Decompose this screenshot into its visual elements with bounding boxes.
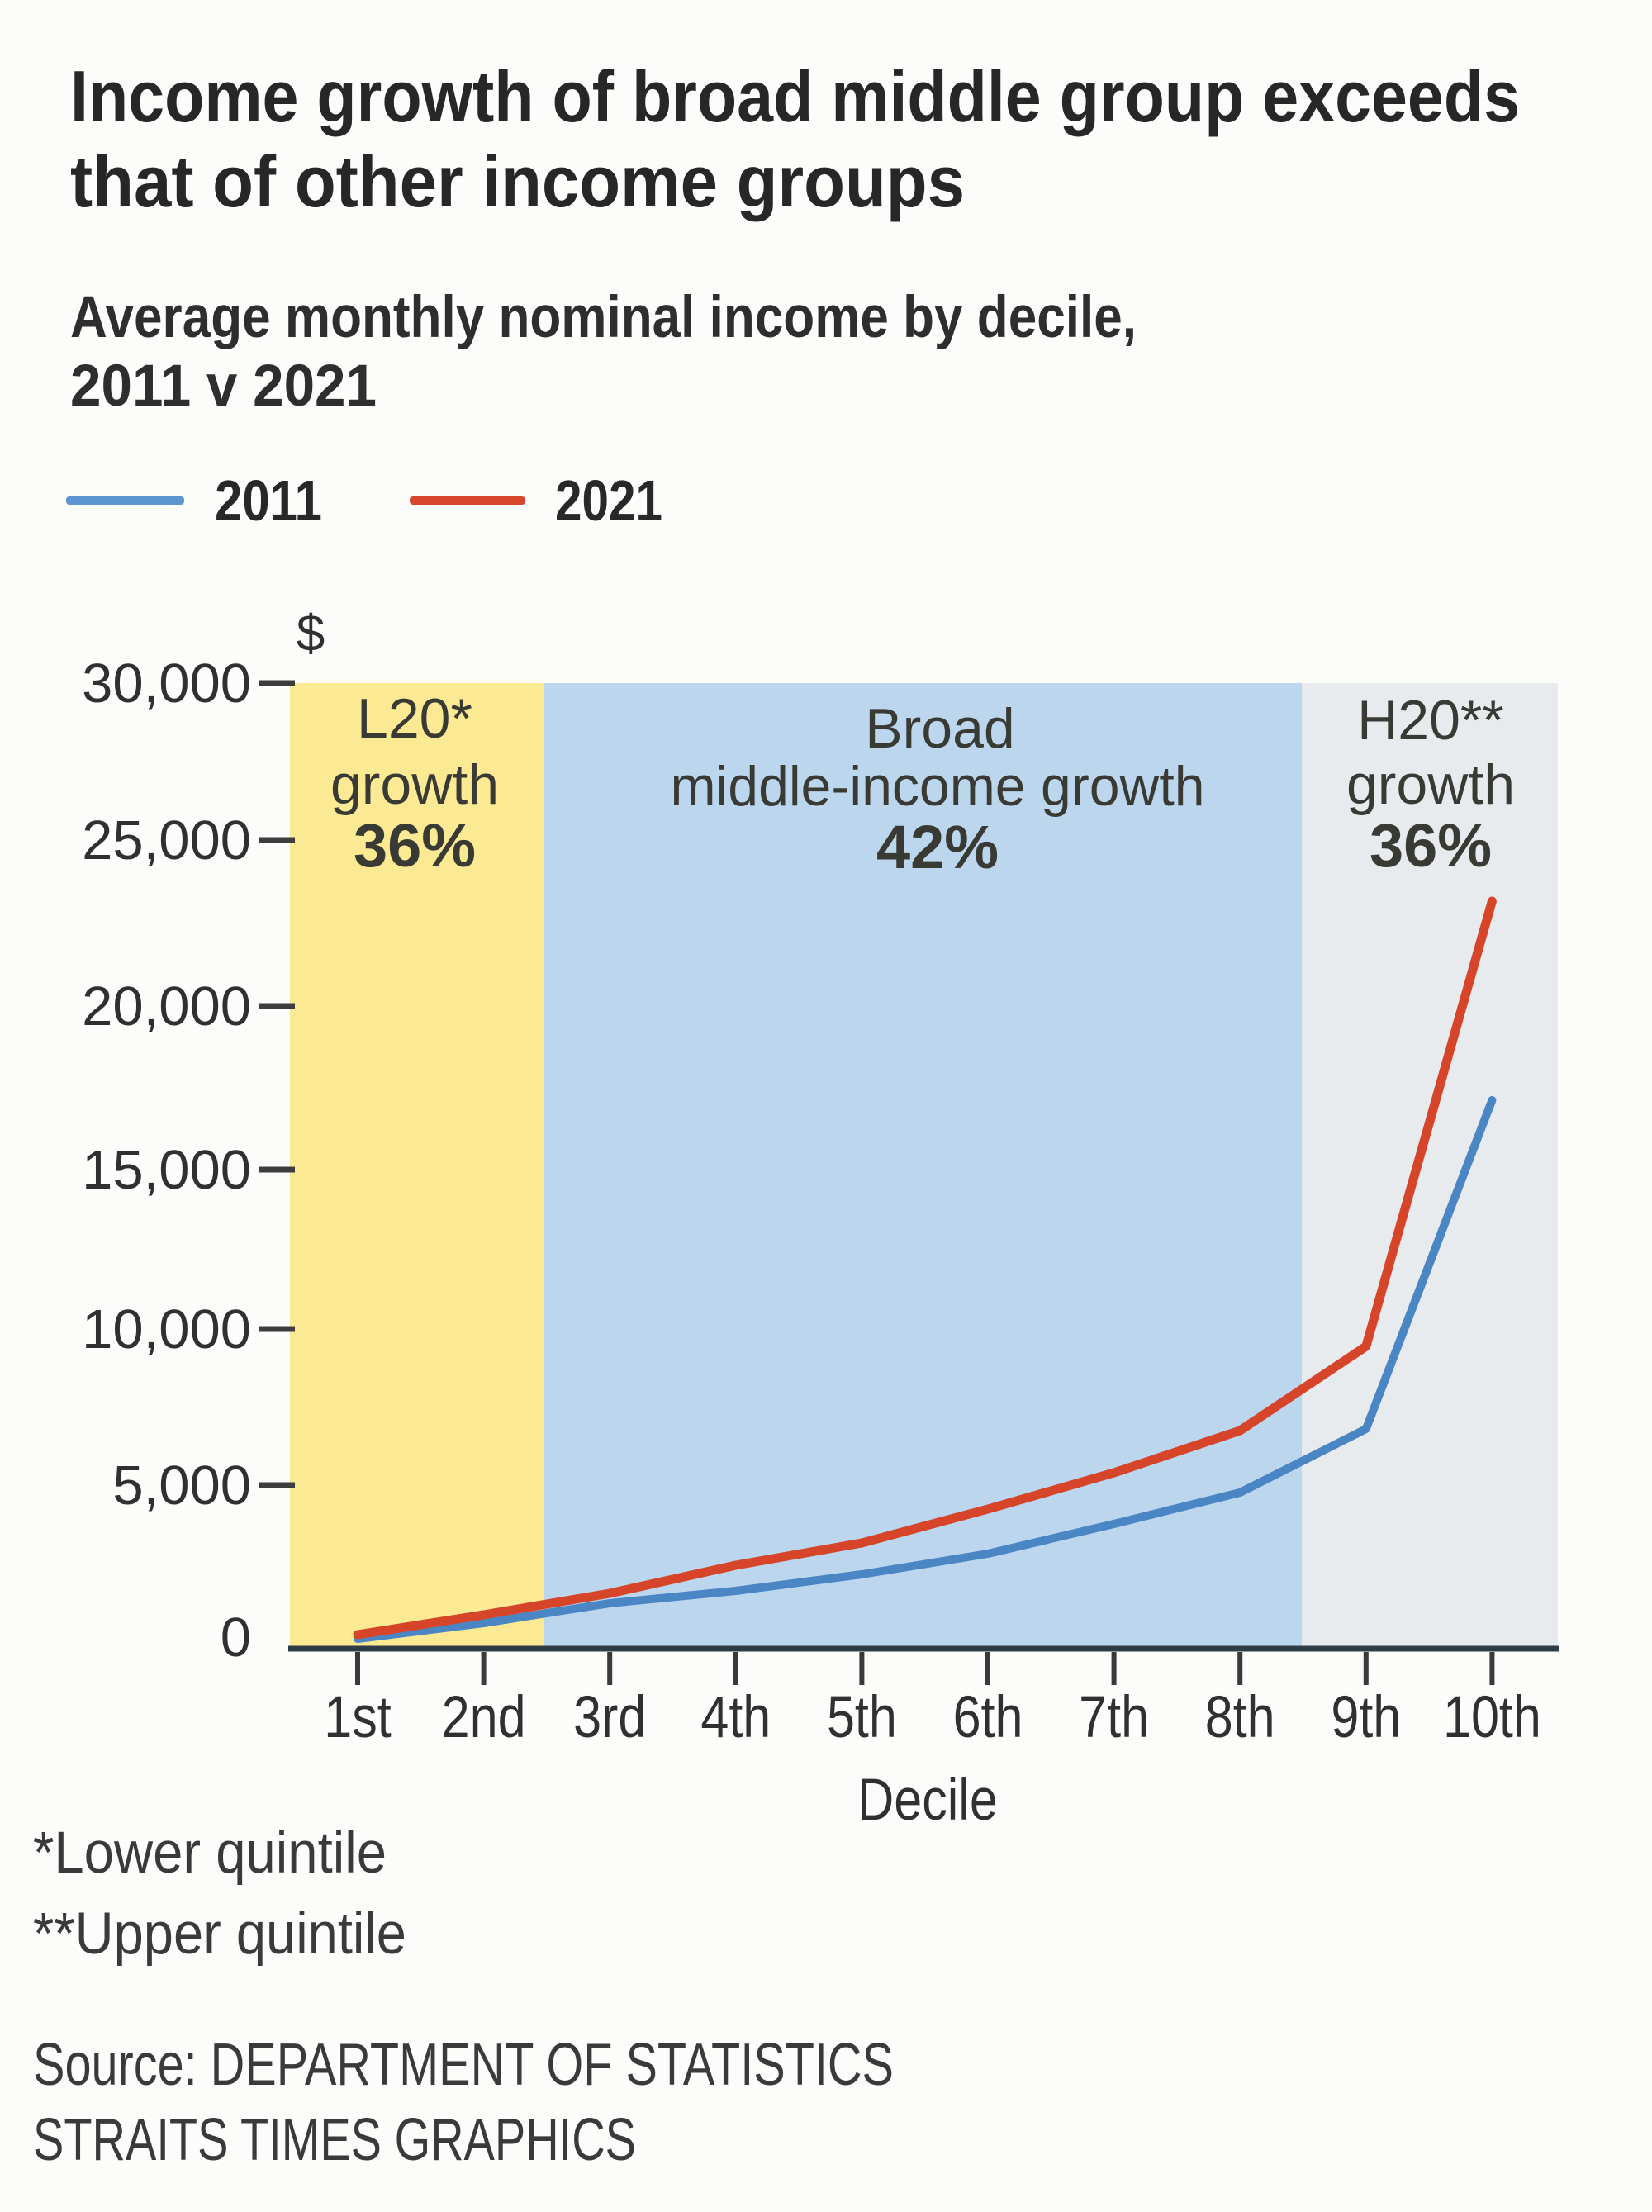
svg-text:5th: 5th (827, 1685, 897, 1750)
svg-text:$: $ (297, 605, 325, 662)
svg-text:9th: 9th (1331, 1685, 1401, 1750)
svg-text:H20**: H20** (1357, 689, 1504, 752)
svg-text:Decile: Decile (857, 1768, 998, 1833)
svg-text:42%: 42% (876, 813, 999, 881)
svg-text:2021: 2021 (555, 468, 662, 533)
svg-text:Source: DEPARTMENT OF STATISTI: Source: DEPARTMENT OF STATISTICS (33, 2032, 894, 2098)
svg-text:growth: growth (330, 753, 499, 816)
svg-text:2nd: 2nd (442, 1685, 526, 1750)
svg-text:25,000: 25,000 (82, 809, 251, 871)
svg-text:10,000: 10,000 (82, 1298, 251, 1360)
svg-text:L20*: L20* (357, 687, 472, 750)
svg-text:7th: 7th (1079, 1685, 1149, 1750)
svg-text:2011 v 2021: 2011 v 2021 (70, 354, 377, 419)
svg-text:**Upper quintile: **Upper quintile (33, 1901, 406, 1967)
svg-text:middle-income growth: middle-income growth (671, 755, 1205, 818)
svg-text:*Lower quintile: *Lower quintile (33, 1820, 387, 1886)
svg-text:15,000: 15,000 (82, 1139, 251, 1201)
svg-text:3rd: 3rd (573, 1685, 646, 1750)
svg-text:Average monthly nominal income: Average monthly nominal income by decile… (70, 285, 1137, 350)
svg-text:36%: 36% (1370, 811, 1492, 880)
svg-text:0: 0 (221, 1607, 251, 1668)
svg-text:30,000: 30,000 (82, 653, 251, 714)
svg-text:10th: 10th (1443, 1685, 1541, 1750)
svg-text:6th: 6th (953, 1685, 1023, 1750)
svg-text:1st: 1st (324, 1685, 391, 1750)
svg-text:5,000: 5,000 (112, 1455, 251, 1517)
svg-text:Broad: Broad (865, 697, 1014, 760)
svg-text:STRAITS TIMES GRAPHICS: STRAITS TIMES GRAPHICS (33, 2107, 636, 2173)
svg-text:Income growth of broad middle: Income growth of broad middle group exce… (70, 55, 1520, 137)
svg-text:growth: growth (1346, 753, 1515, 816)
svg-text:2011: 2011 (215, 468, 322, 533)
svg-text:36%: 36% (354, 811, 476, 880)
svg-text:4th: 4th (700, 1685, 771, 1750)
svg-text:20,000: 20,000 (82, 975, 251, 1037)
svg-text:that of other income groups: that of other income groups (70, 140, 965, 222)
svg-text:8th: 8th (1205, 1685, 1275, 1750)
